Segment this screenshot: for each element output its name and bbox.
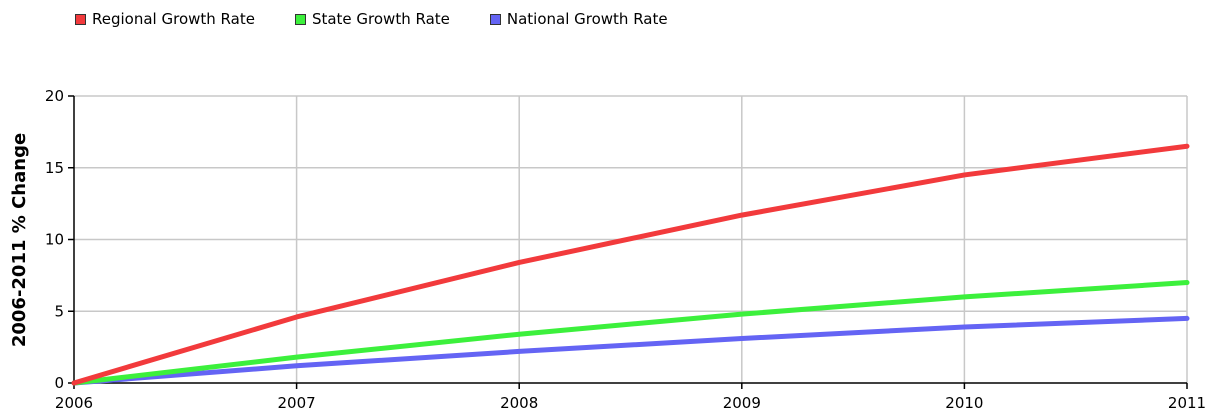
x-tick-label-2009: 2009: [723, 394, 761, 412]
y-tick-label-5: 5: [54, 302, 64, 320]
x-tick-label-2010: 2010: [945, 394, 983, 412]
legend-swatch-state: [294, 13, 306, 25]
legend-item-regional: Regional Growth Rate: [75, 10, 255, 28]
legend-item-national: National Growth Rate: [489, 10, 668, 28]
tick-labels: 0 5 10 15 20 2006 2007 2008 2009 2010 2011: [45, 87, 1206, 412]
series-line-national: [71, 315, 1190, 386]
series-lines: [71, 143, 1190, 386]
legend-label-national: National Growth Rate: [506, 10, 668, 28]
y-tick-label-15: 15: [45, 159, 64, 177]
chart-legend: Regional Growth Rate State Growth Rate N…: [75, 10, 668, 28]
legend-label-state: State Growth Rate: [311, 10, 450, 28]
legend-swatch-regional: [75, 13, 86, 25]
legend-swatch-national: [489, 13, 501, 25]
y-axis-label: 2006-2011 % Change: [9, 133, 30, 347]
x-tick-label-2008: 2008: [500, 394, 538, 412]
x-tick-label-2006: 2006: [55, 394, 93, 412]
legend-label-regional: Regional Growth Rate: [92, 10, 255, 28]
x-tick-label-2007: 2007: [278, 394, 316, 412]
series-line-state: [71, 280, 1190, 386]
y-tick-label-20: 20: [45, 87, 64, 105]
series-line-regional: [71, 143, 1190, 386]
x-tick-label-2011: 2011: [1168, 394, 1206, 412]
y-tick-label-10: 10: [45, 231, 64, 249]
axes: [68, 95, 1188, 389]
y-tick-label-0: 0: [54, 374, 64, 392]
legend-item-state: State Growth Rate: [294, 10, 450, 28]
